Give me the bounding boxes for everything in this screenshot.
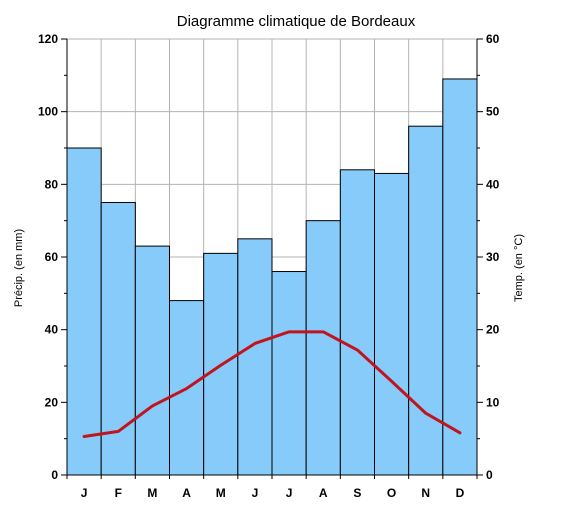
precip-bar-7: [271, 271, 307, 476]
y2-tick-label: 10: [486, 395, 500, 409]
tick-labels: 0 20 40 60 80 100 120 0 10 20 30 40 50 60: [38, 32, 500, 482]
x-category-label: N: [421, 486, 430, 500]
precip-bar-3: [134, 245, 170, 476]
y-tick-label: 60: [45, 250, 59, 264]
precip-bar-11: [408, 125, 444, 476]
precip-bar-1: [66, 147, 102, 476]
chart-title: Diagramme climatique de Bordeaux: [177, 13, 416, 30]
y2-tick-label: 20: [486, 323, 500, 337]
precip-bar-6: [237, 238, 273, 476]
x-category-label: J: [286, 486, 293, 500]
x-category-label: M: [147, 486, 157, 500]
precip-bar-8: [305, 220, 341, 476]
y2-tick-label: 0: [486, 468, 493, 482]
temperature-line-group: [82, 330, 462, 438]
temperature-line: [82, 330, 462, 438]
x-category-label: A: [182, 486, 191, 500]
x-category-label: S: [353, 486, 361, 500]
x-category-label: J: [252, 486, 259, 500]
x-category-label: J: [81, 486, 88, 500]
y-tick-label: 80: [45, 177, 59, 191]
y-tick-label: 40: [45, 323, 59, 337]
y2-tick-label: 40: [486, 177, 500, 191]
x-category-label: O: [387, 486, 396, 500]
y2-axis-label: Temp. (en °C): [513, 234, 525, 302]
precip-bar-9: [339, 169, 376, 476]
x-category-label: D: [456, 486, 465, 500]
y-axis-label: Précip. (en mm): [13, 229, 25, 307]
precip-bar-10: [374, 172, 410, 476]
y-tick-label: 20: [45, 395, 59, 409]
y2-tick-label: 50: [486, 105, 500, 119]
axes: [61, 38, 483, 479]
y-tick-label: 0: [51, 468, 58, 482]
x-category-label: M: [216, 486, 226, 500]
y2-tick-label: 30: [486, 250, 500, 264]
x-category-label: A: [319, 486, 328, 500]
y2-tick-label: 60: [486, 32, 500, 46]
y-tick-label: 120: [38, 32, 58, 46]
x-category-label: F: [115, 486, 122, 500]
precip-bar-12: [442, 78, 478, 476]
y-tick-label: 100: [38, 105, 58, 119]
